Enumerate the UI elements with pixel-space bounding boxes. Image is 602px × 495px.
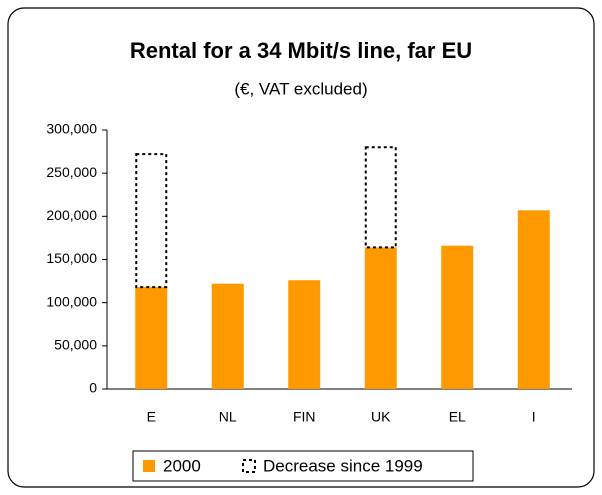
legend-label: Decrease since 1999 (263, 456, 423, 475)
decrease-bar (364, 146, 397, 249)
bar (288, 280, 321, 389)
y-tick-label: 250,000 (46, 164, 97, 180)
bar (211, 283, 244, 389)
x-tick-label: E (147, 409, 156, 425)
y-tick-label: 100,000 (46, 293, 97, 309)
y-tick-label: 300,000 (46, 121, 97, 137)
decrease-bar (135, 153, 168, 289)
bar (441, 245, 474, 389)
legend-label: 2000 (163, 456, 201, 475)
chart-title: Rental for a 34 Mbit/s line, far EU (130, 38, 472, 63)
y-tick-label: 200,000 (46, 207, 97, 223)
x-tick-label: UK (371, 409, 391, 425)
y-tick-label: 0 (89, 380, 97, 396)
y-tick-label: 150,000 (46, 250, 97, 266)
bar (135, 287, 168, 389)
x-tick-label: NL (219, 409, 237, 425)
bar (517, 210, 550, 389)
x-tick-label: EL (449, 409, 466, 425)
legend-swatch (242, 459, 256, 473)
y-tick-label: 50,000 (54, 337, 97, 353)
bar (364, 247, 397, 389)
x-tick-label: I (532, 409, 536, 425)
chart-subtitle: (€, VAT excluded) (234, 79, 367, 98)
legend-box (132, 450, 474, 482)
x-tick-label: FIN (293, 409, 316, 425)
legend-swatch (143, 460, 155, 472)
